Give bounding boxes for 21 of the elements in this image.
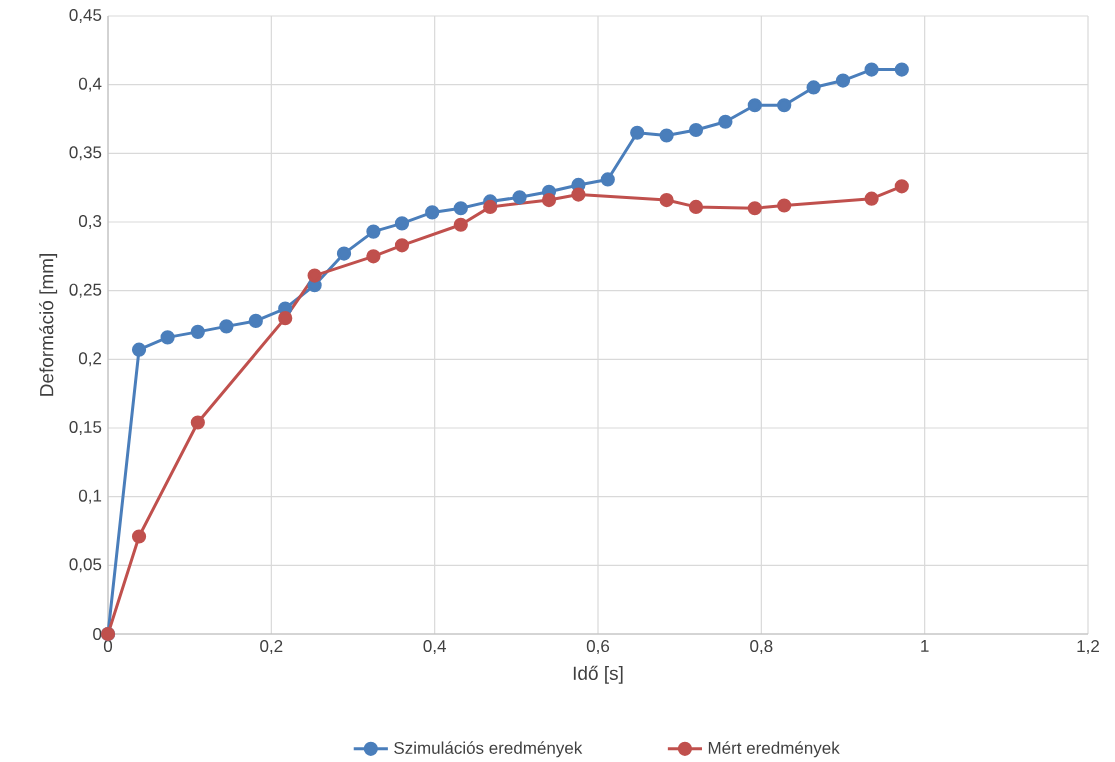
x-tick-label: 0 xyxy=(103,640,113,653)
x-tick-label: 0,4 xyxy=(423,640,446,655)
y-axis-title: Deformáció [mm] xyxy=(39,254,58,396)
y-tick-label: 0,4 xyxy=(78,77,102,92)
y-tick-label: 0,15 xyxy=(69,420,102,436)
legend-label: Mért eredmények xyxy=(708,741,840,758)
y-tick-label: 0,3 xyxy=(78,214,102,230)
y-tick-label: 0,05 xyxy=(69,558,102,573)
legend-label: Szimulációs eredmények xyxy=(394,741,583,758)
y-tick-label: 0,45 xyxy=(69,9,102,24)
y-tick-label: 0 xyxy=(93,628,102,641)
y-tick-label: 0,1 xyxy=(78,489,102,504)
x-tick-label: 1,2 xyxy=(1077,640,1099,655)
x-tick-label: 0,6 xyxy=(586,640,610,655)
y-tick-label: 0,25 xyxy=(69,283,102,298)
x-tick-label: 1 xyxy=(921,640,929,652)
x-tick-label: 0,8 xyxy=(750,640,773,655)
y-tick-label: 0,35 xyxy=(69,146,102,161)
x-tick-label: 0,2 xyxy=(260,640,283,655)
y-tick-label: 0,2 xyxy=(78,352,102,367)
x-axis-title: Idő [s] xyxy=(573,665,623,684)
